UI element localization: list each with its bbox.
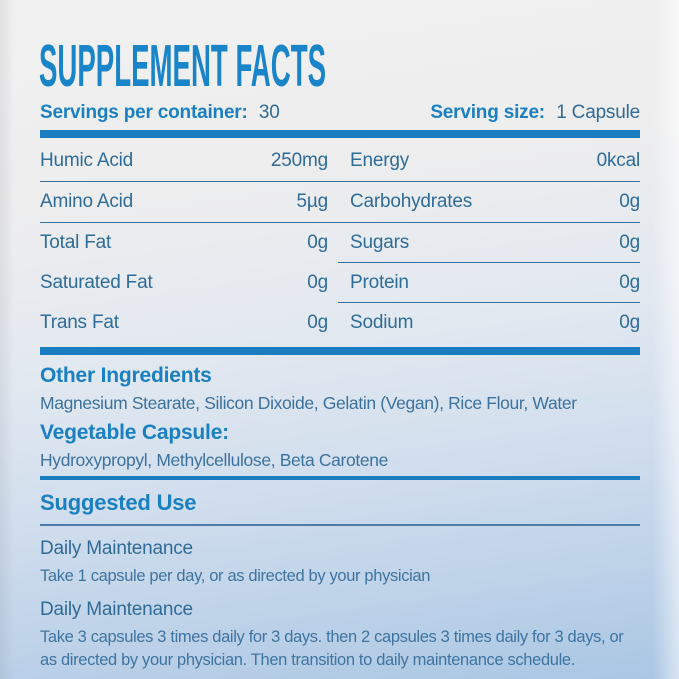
nutrient-name: Total Fat — [40, 232, 112, 253]
divider-bar-top — [40, 130, 640, 138]
page-title: SUPPLEMENT FACTS — [39, 43, 326, 89]
serving-size-value: 1 Capsule — [556, 102, 640, 123]
other-ingredients-text: Magnesium Stearate, Silicon Dixoide, Gel… — [40, 393, 577, 413]
nutrient-value: 0g — [619, 191, 640, 212]
nutrient-name: Amino Acid — [40, 191, 134, 212]
nutrient-value: 0g — [619, 271, 640, 293]
use-item-title: Daily Maintenance — [40, 537, 193, 559]
nutrient-value: 0g — [619, 231, 640, 253]
nutrient-row: Total Fat 0g Sugars 0g — [40, 223, 640, 263]
nutrient-value: 0kcal — [596, 150, 641, 171]
servings-per-container-value: 30 — [258, 102, 280, 123]
nutrient-name: Energy — [350, 150, 410, 171]
nutrient-cell: Trans Fat 0g — [40, 303, 328, 343]
suggested-use-heading: Suggested Use — [40, 490, 197, 515]
nutrient-cell: Amino Acid 5µg — [40, 182, 328, 222]
nutrient-value: 0g — [307, 312, 328, 333]
nutrient-row: Trans Fat 0g Sodium 0g — [40, 303, 640, 343]
servings-per-container-label: Servings per container: — [40, 102, 248, 123]
servings-per-container: Servings per container: 30 — [40, 102, 280, 124]
nutrient-value: 0g — [307, 272, 328, 293]
nutrient-name: Humic Acid — [40, 150, 134, 171]
nutrient-table: Humic Acid 250mg Energy 0kcal Amino Acid… — [40, 141, 640, 343]
nutrient-cell: Protein 0g — [338, 263, 640, 303]
nutrient-cell: Sodium 0g — [338, 303, 640, 343]
nutrient-cell: Carbohydrates 0g — [338, 182, 640, 222]
use-item-title: Daily Maintenance — [40, 598, 193, 620]
nutrient-row: Humic Acid 250mg Energy 0kcal — [40, 141, 640, 182]
serving-size-label: Serving size: — [430, 102, 545, 123]
other-ingredients-heading: Other Ingredients — [40, 364, 212, 387]
vegetable-capsule-text: Hydroxypropyl, Methylcellulose, Beta Car… — [40, 450, 389, 470]
vegetable-capsule-heading: Vegetable Capsule: — [40, 421, 229, 444]
use-item-text: Take 1 capsule per day, or as directed b… — [40, 566, 431, 585]
use-item-text: Take 3 capsules 3 times daily for 3 days… — [40, 627, 624, 669]
nutrient-cell: Total Fat 0g — [40, 223, 328, 263]
nutrient-cell: Saturated Fat 0g — [40, 263, 328, 303]
nutrient-value: 5µg — [296, 191, 329, 212]
suggested-use-rule — [40, 524, 640, 526]
nutrient-value: 0g — [307, 232, 328, 253]
serving-info-row: Servings per container: 30 Serving size:… — [40, 102, 640, 124]
divider-bar-middle — [40, 347, 640, 355]
nutrient-name: Saturated Fat — [40, 272, 153, 293]
nutrient-cell: Energy 0kcal — [338, 141, 640, 181]
serving-size: Serving size: 1 Capsule — [430, 102, 640, 124]
divider-bar-bottom — [40, 476, 640, 480]
nutrient-cell: Sugars 0g — [338, 223, 640, 263]
nutrient-row: Amino Acid 5µg Carbohydrates 0g — [40, 182, 640, 223]
page-title-graphic: SUPPLEMENT FACTS — [39, 43, 326, 89]
nutrient-value: 250mg — [270, 150, 328, 171]
nutrient-name: Sodium — [350, 312, 414, 333]
nutrient-name: Protein — [350, 271, 409, 293]
nutrient-name: Carbohydrates — [350, 191, 473, 212]
nutrient-name: Sugars — [350, 231, 410, 253]
nutrient-cell: Humic Acid 250mg — [40, 141, 328, 181]
nutrient-value: 0g — [619, 312, 640, 333]
nutrient-row: Saturated Fat 0g Protein 0g — [40, 263, 640, 303]
nutrient-name: Trans Fat — [40, 312, 119, 333]
